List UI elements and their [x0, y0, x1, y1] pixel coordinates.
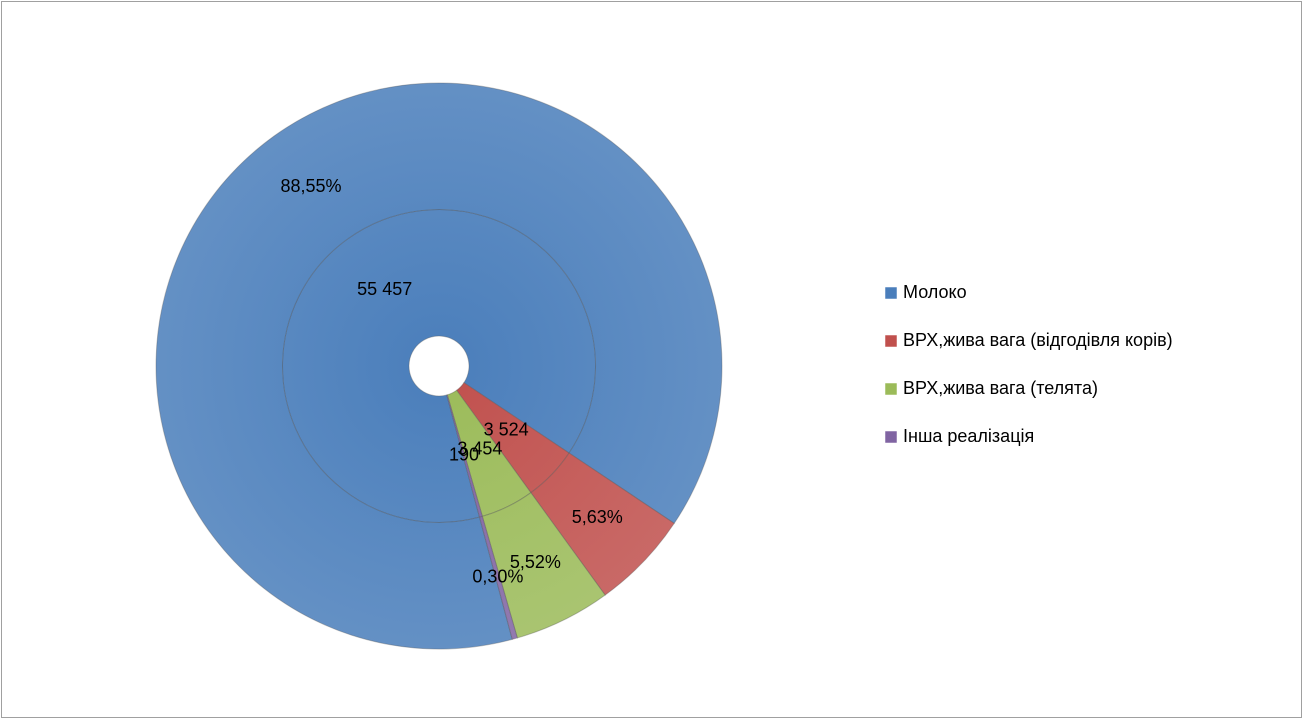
legend-marker — [884, 334, 898, 348]
doughnut-segment — [446, 394, 483, 518]
doughnut-segment — [282, 209, 596, 523]
data-label: 190 — [449, 445, 479, 465]
doughnut-segment — [155, 82, 723, 650]
doughnut-segment — [478, 515, 519, 640]
legend-marker — [884, 286, 898, 300]
legend-label: ВРХ,жива вага (відгодівля корів) — [903, 330, 1173, 350]
data-label: 3 524 — [484, 419, 529, 439]
data-label: 0,30% — [472, 566, 523, 586]
data-label: 88,55% — [281, 176, 342, 196]
data-label: 55 457 — [357, 279, 412, 299]
legend-marker — [884, 382, 898, 396]
data-label: 5,52% — [510, 552, 561, 572]
data-label: 3 454 — [457, 439, 502, 459]
data-label: 5,63% — [572, 507, 623, 527]
legend-label: Інша реалізація — [903, 426, 1034, 446]
legend-marker — [884, 430, 898, 444]
legend-label: Молоко — [903, 282, 967, 302]
doughnut-segment — [481, 491, 606, 639]
legend-label: ВРХ,жива вага (телята) — [903, 378, 1098, 398]
